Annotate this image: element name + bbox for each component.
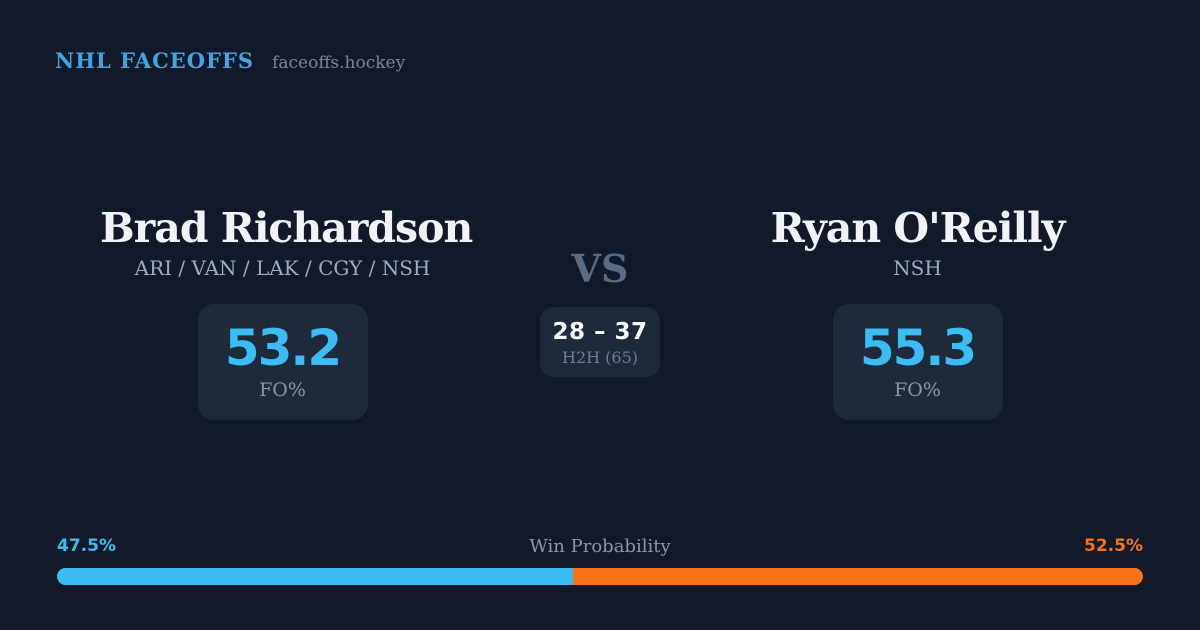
player-panel-left: Brad Richardson ARI / VAN / LAK / CGY / … <box>100 204 473 420</box>
site-url: faceoffs.hockey <box>272 53 406 73</box>
win-probability-section: 47.5% Win Probability 52.5% <box>57 536 1143 585</box>
win-probability-labels: 47.5% Win Probability 52.5% <box>57 536 1143 558</box>
left-probability-fill <box>57 568 573 585</box>
player-teams: ARI / VAN / LAK / CGY / NSH <box>134 256 431 280</box>
h2h-label: H2H (65) <box>561 348 638 367</box>
fo-label: FO% <box>259 379 306 401</box>
player-name: Brad Richardson <box>100 204 473 252</box>
brand-title: NHL FACEOFFS <box>55 48 255 73</box>
h2h-card: 28 – 37 H2H (65) <box>540 307 660 377</box>
left-probability-label: 47.5% <box>57 536 116 556</box>
fo-stat-card: 53.2 FO% <box>197 304 368 420</box>
right-probability-label: 52.5% <box>1084 536 1143 556</box>
h2h-score: 28 – 37 <box>552 319 648 345</box>
player-name: Ryan O'Reilly <box>770 204 1066 252</box>
vs-label: VS <box>571 246 629 291</box>
win-probability-bar <box>57 568 1143 585</box>
fo-value: 55.3 <box>859 319 977 377</box>
win-probability-title: Win Probability <box>529 536 671 557</box>
fo-stat-card: 55.3 FO% <box>832 304 1003 420</box>
matchup-center: VS 28 – 37 H2H (65) <box>540 204 660 377</box>
fo-label: FO% <box>894 379 941 401</box>
player-teams: NSH <box>893 256 942 280</box>
header: NHL FACEOFFS faceoffs.hockey <box>55 48 405 73</box>
player-panel-right: Ryan O'Reilly NSH 55.3 FO% <box>735 204 1100 420</box>
fo-value: 53.2 <box>224 319 342 377</box>
right-probability-fill <box>572 568 1143 585</box>
